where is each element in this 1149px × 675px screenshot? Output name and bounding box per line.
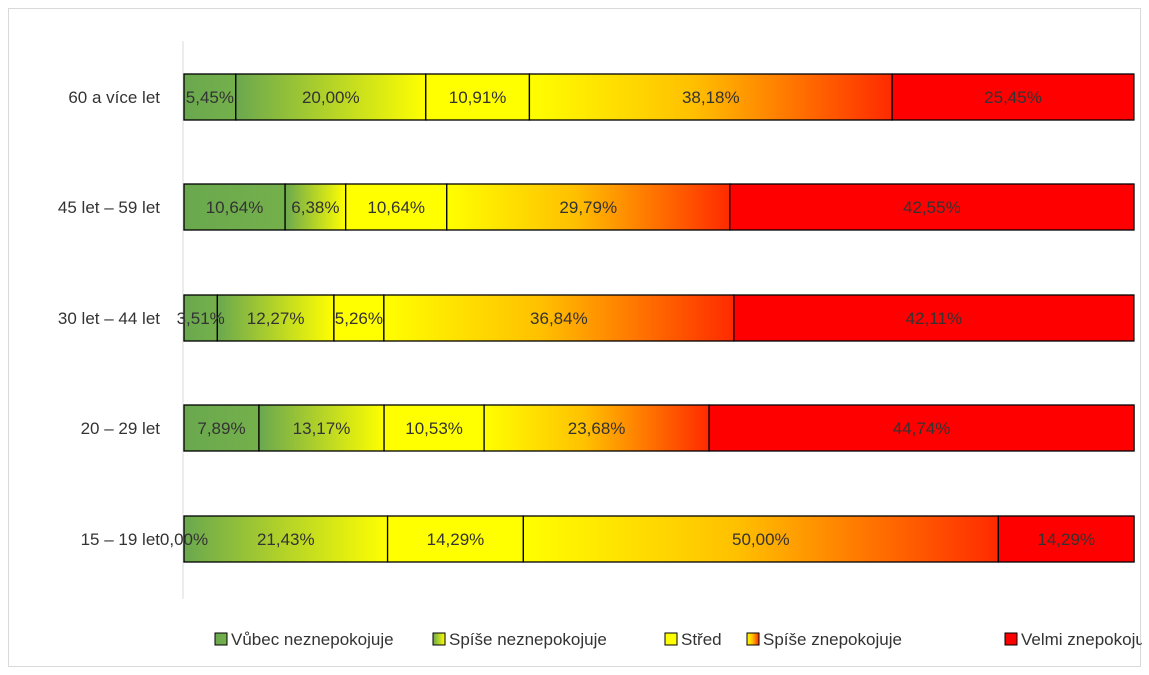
data-label-stred-15-19-let: 14,29% (427, 530, 485, 549)
data-label-spise-znepokojuje-60-a-vice-let: 38,18% (682, 88, 740, 107)
legend-item-stred: Střed (664, 630, 722, 649)
legend-swatch-spise-neznepokojuje (432, 632, 446, 646)
bar-velmi-znepokojuje-60-a-vice-let (891, 73, 1135, 121)
data-label-vubec-neznepokojuje-30-let-44-let: 3,51% (177, 309, 225, 328)
bar-spise-znepokojuje-15-19-let (522, 515, 999, 563)
data-label-stred-20-29-let: 10,53% (405, 419, 463, 438)
data-label-spise-znepokojuje-20-29-let: 23,68% (568, 419, 626, 438)
data-label-vubec-neznepokojuje-60-a-vice-let: 5,45% (186, 88, 234, 107)
data-label-spise-neznepokojuje-30-let-44-let: 12,27% (247, 309, 305, 328)
data-label-velmi-znepokojuje-20-29-let: 44,74% (893, 419, 951, 438)
legend-item-vubec-neznepokojuje: Vůbec neznepokojuje (214, 630, 394, 649)
category-label-60-a-vice-let: 60 a více let (68, 88, 160, 107)
legend-label-stred: Střed (681, 630, 722, 649)
data-label-vubec-neznepokojuje-20-29-let: 7,89% (197, 419, 245, 438)
data-label-spise-neznepokojuje-45-let-59-let: 6,38% (291, 198, 339, 217)
bar-spise-znepokojuje-20-29-let (483, 404, 710, 452)
bar-stred-30-let-44-let (333, 294, 385, 342)
category-label-30-let-44-let: 30 let – 44 let (58, 309, 160, 328)
category-label-20-29-let: 20 – 29 let (81, 419, 161, 438)
legend-label-velmi-znepokojuje: Velmi znepokojuje (1021, 630, 1142, 649)
stacked-bar-chart: 60 a více let 5,45% 20,00% 10,91% 38,18% 25,4… (58, 41, 1142, 649)
legend-item-velmi-znepokojuje: Velmi znepokojuje (1004, 630, 1142, 649)
data-label-vubec-neznepokojuje-15-19-let: 0,00% (160, 530, 208, 549)
chart-frame: 60 a více let 5,45% 20,00% 10,91% 38,18% 25,4… (8, 8, 1142, 667)
legend-swatch-spise-znepokojuje (746, 632, 760, 646)
bar-spise-neznepokojuje-15-19-let (183, 515, 389, 563)
data-label-stred-60-a-vice-let: 10,91% (449, 88, 507, 107)
data-label-spise-znepokojuje-45-let-59-let: 29,79% (559, 198, 617, 217)
bar-stred-60-a-vice-let (425, 73, 531, 121)
bar-vubec-neznepokojuje-20-29-let (183, 404, 260, 452)
bar-spise-znepokojuje-45-let-59-let (446, 183, 731, 231)
bar-spise-neznepokojuje-60-a-vice-let (235, 73, 427, 121)
legend-swatch-stred (664, 632, 678, 646)
data-label-velmi-znepokojuje-30-let-44-let: 42,11% (906, 309, 962, 328)
data-label-velmi-znepokojuje-15-19-let: 14,29% (1037, 530, 1095, 549)
data-label-stred-45-let-59-let: 10,64% (367, 198, 425, 217)
category-label-45-let-59-let: 45 let – 59 let (58, 198, 160, 217)
legend-label-spise-znepokojuje: Spíše znepokojuje (763, 630, 902, 649)
data-label-spise-znepokojuje-30-let-44-let: 36,84% (530, 309, 588, 328)
bar-spise-neznepokojuje-20-29-let (258, 404, 385, 452)
data-label-spise-znepokojuje-15-19-let: 50,00% (732, 530, 790, 549)
legend-label-spise-neznepokojuje: Spíše neznepokojuje (449, 630, 607, 649)
bar-velmi-znepokojuje-15-19-let (997, 515, 1135, 563)
bar-velmi-znepokojuje-30-let-44-let (733, 294, 1135, 342)
legend-item-spise-neznepokojuje: Spíše neznepokojuje (432, 630, 607, 649)
bar-vubec-neznepokojuje-45-let-59-let (183, 183, 286, 231)
data-label-vubec-neznepokojuje-45-let-59-let: 10,64% (206, 198, 264, 217)
data-label-spise-neznepokojuje-60-a-vice-let: 20,00% (302, 88, 360, 107)
data-label-velmi-znepokojuje-60-a-vice-let: 25,45% (984, 88, 1042, 107)
legend-swatch-vubec-neznepokojuje (214, 632, 228, 646)
bar-velmi-znepokojuje-45-let-59-let (729, 183, 1135, 231)
data-label-spise-neznepokojuje-20-29-let: 13,17% (293, 419, 351, 438)
data-label-spise-neznepokojuje-15-19-let: 21,43% (257, 530, 315, 549)
legend-label-vubec-neznepokojuje: Vůbec neznepokojuje (231, 630, 394, 649)
bar-spise-znepokojuje-30-let-44-let (383, 294, 735, 342)
bar-stred-20-29-let (383, 404, 485, 452)
data-label-velmi-znepokojuje-45-let-59-let: 42,55% (903, 198, 961, 217)
legend-item-spise-znepokojuje: Spíše znepokojuje (746, 630, 902, 649)
data-label-stred-30-let-44-let: 5,26% (335, 309, 383, 328)
legend-swatch-velmi-znepokojuje (1004, 632, 1018, 646)
category-label-15-19-let: 15 – 19 let (81, 530, 161, 549)
bar-vubec-neznepokojuje-30-let-44-let (183, 294, 218, 342)
bar-velmi-znepokojuje-20-29-let (708, 404, 1135, 452)
